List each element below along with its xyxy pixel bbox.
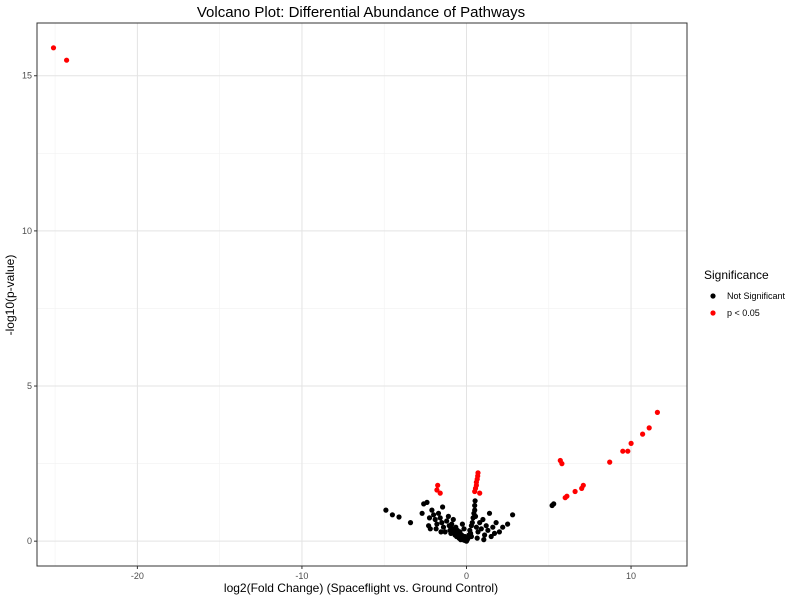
point-not-significant xyxy=(500,524,506,530)
point-not-significant xyxy=(445,513,451,520)
point-not-significant xyxy=(473,524,479,530)
point-not-significant xyxy=(440,504,446,510)
point-not-significant xyxy=(407,520,414,526)
point-not-significant xyxy=(472,498,478,504)
point-not-significant xyxy=(429,507,435,513)
legend-key-significant xyxy=(710,310,716,316)
y-tick-label: 10 xyxy=(22,226,32,236)
point-not-significant xyxy=(444,518,450,524)
point-not-significant xyxy=(424,499,430,505)
point-not-significant xyxy=(433,526,439,532)
point-not-significant xyxy=(505,521,511,527)
point-not-significant xyxy=(419,510,425,516)
legend-title: Significance xyxy=(704,268,769,282)
grid-major xyxy=(37,23,687,566)
point-not-significant xyxy=(482,532,488,538)
y-tick-label: 0 xyxy=(27,536,32,546)
point-not-significant xyxy=(486,510,493,516)
point-significant xyxy=(564,493,570,499)
point-not-significant xyxy=(493,520,499,526)
x-tick-label: 10 xyxy=(626,571,636,581)
point-not-significant xyxy=(469,520,475,526)
point-significant xyxy=(477,490,483,496)
point-not-significant xyxy=(488,533,494,540)
point-not-significant xyxy=(480,516,486,523)
point-not-significant xyxy=(439,520,445,526)
point-not-significant xyxy=(426,515,433,521)
legend-entry-significant: p < 0.05 xyxy=(710,308,760,318)
point-not-significant xyxy=(483,523,489,529)
point-significant xyxy=(580,482,586,488)
point-not-significant xyxy=(461,526,467,532)
y-axis-label: -log10(p-value) xyxy=(3,255,17,336)
point-not-significant xyxy=(551,501,557,507)
point-not-significant xyxy=(468,533,474,540)
legend-key-not-significant xyxy=(710,293,716,299)
point-not-significant xyxy=(477,520,483,526)
point-not-significant xyxy=(491,530,498,537)
point-significant xyxy=(654,409,661,415)
point-significant xyxy=(572,488,578,495)
point-not-significant xyxy=(472,507,478,513)
legend: Significance Not Significant p < 0.05 xyxy=(704,268,786,318)
x-tick-label: 0 xyxy=(464,571,469,581)
data-points xyxy=(50,45,661,544)
point-not-significant xyxy=(509,512,516,518)
point-significant xyxy=(620,448,626,454)
y-axis: 0 5 10 15 xyxy=(22,71,37,546)
point-significant xyxy=(475,470,481,476)
point-significant xyxy=(559,461,565,467)
point-not-significant xyxy=(434,521,440,527)
point-not-significant xyxy=(442,529,448,535)
point-significant xyxy=(437,490,443,496)
point-not-significant xyxy=(472,513,479,520)
point-significant xyxy=(50,45,57,51)
x-tick-label: -20 xyxy=(131,571,144,581)
point-not-significant xyxy=(475,529,481,535)
point-not-significant xyxy=(496,529,502,535)
panel-border xyxy=(36,22,688,567)
point-not-significant xyxy=(389,512,395,518)
point-not-significant xyxy=(440,524,447,530)
point-not-significant xyxy=(474,535,480,541)
legend-entry-not-significant: Not Significant xyxy=(710,291,786,301)
point-not-significant xyxy=(459,521,465,527)
point-significant xyxy=(64,57,70,63)
point-not-significant xyxy=(438,529,444,535)
point-significant xyxy=(640,431,646,437)
point-not-significant xyxy=(449,521,455,527)
point-not-significant xyxy=(432,516,438,523)
point-significant xyxy=(434,487,440,493)
grid-minor xyxy=(37,23,687,566)
point-not-significant xyxy=(481,537,487,543)
point-not-significant xyxy=(435,510,442,516)
legend-label-not-significant: Not Significant xyxy=(727,291,786,301)
point-not-significant xyxy=(383,507,389,513)
point-not-significant xyxy=(478,526,484,532)
plot-panel xyxy=(36,22,688,567)
point-not-significant xyxy=(437,515,443,521)
point-not-significant xyxy=(485,527,491,533)
point-significant xyxy=(628,440,634,446)
point-not-significant xyxy=(396,514,402,520)
legend-label-significant: p < 0.05 xyxy=(727,308,760,318)
x-axis-label: log2(Fold Change) (Spaceflight vs. Groun… xyxy=(224,581,498,595)
point-significant xyxy=(646,425,652,431)
x-tick-label: -10 xyxy=(295,571,308,581)
point-significant xyxy=(435,482,441,488)
point-not-significant xyxy=(427,526,433,532)
point-not-significant xyxy=(490,524,496,530)
y-tick-label: 5 xyxy=(27,381,32,391)
point-significant xyxy=(607,459,613,465)
point-not-significant xyxy=(450,516,456,523)
point-significant xyxy=(625,448,631,454)
y-tick-label: 15 xyxy=(22,71,32,81)
chart-title: Volcano Plot: Differential Abundance of … xyxy=(197,4,525,21)
point-not-significant xyxy=(431,512,437,518)
x-axis: -20 -10 0 10 xyxy=(131,566,636,581)
point-not-significant xyxy=(472,502,478,509)
